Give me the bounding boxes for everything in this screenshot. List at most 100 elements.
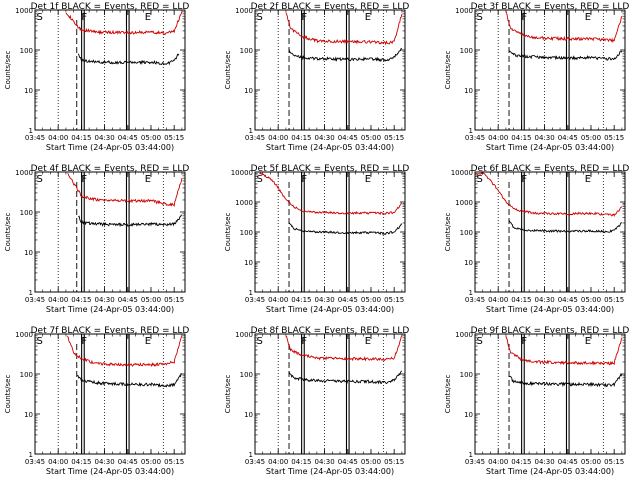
y-tick-label: 1: [249, 127, 253, 135]
marker-label: F: [521, 174, 527, 185]
marker-label: S: [477, 336, 483, 347]
x-tick-label: 03:45: [245, 296, 265, 304]
x-tick-label: 05:15: [164, 296, 184, 304]
marker-label: S: [477, 12, 483, 23]
y-tick-label: 1000: [235, 199, 253, 207]
x-tick-label: 05:00: [361, 458, 381, 466]
marker-label: F: [301, 336, 307, 347]
x-tick-label: 04:45: [118, 458, 138, 466]
x-axis-label: Start Time (24-Apr-05 03:44:00): [266, 305, 394, 314]
x-tick-label: 03:45: [245, 134, 265, 142]
chart-title: Det 9f BLACK = Events, RED = LLD: [471, 326, 630, 336]
y-tick-label: 1: [29, 451, 33, 459]
x-tick-label: 04:30: [94, 458, 114, 466]
y-tick-label: 10: [464, 87, 473, 95]
x-tick-label: 05:15: [164, 134, 184, 142]
marker-label: F: [521, 12, 527, 23]
y-tick-label: 10: [244, 87, 253, 95]
marker-label: F: [81, 12, 87, 23]
y-tick-label: 10000: [231, 169, 253, 177]
x-tick-label: 04:45: [338, 134, 358, 142]
marker-label: F: [301, 12, 307, 23]
x-tick-label: 04:30: [314, 458, 334, 466]
y-tick-label: 10: [24, 249, 33, 257]
lld-series-line: [65, 11, 183, 36]
lld-series-line: [285, 12, 403, 46]
x-tick-label: 04:15: [291, 134, 311, 142]
x-axis-label: Start Time (24-Apr-05 03:44:00): [266, 143, 394, 152]
events-series-line: [288, 370, 403, 385]
x-tick-label: 05:00: [581, 134, 601, 142]
y-axis-label: Counts/sec: [4, 375, 12, 414]
chart-panel: Det 4f BLACK = Events, RED = LLD Counts/s…: [4, 164, 189, 314]
x-tick-label: 04:00: [268, 296, 288, 304]
x-tick-label: 04:00: [48, 458, 68, 466]
chart-panel: Det 1f BLACK = Events, RED = LLD Counts/s…: [4, 2, 189, 152]
lld-series-line: [476, 171, 623, 217]
chart-title: Det 4f BLACK = Events, RED = LLD: [31, 164, 190, 174]
chart-title: Det 3f BLACK = Events, RED = LLD: [471, 2, 630, 12]
lld-series-line: [505, 10, 623, 44]
y-tick-label: 1000: [235, 331, 253, 339]
x-tick-label: 03:45: [25, 458, 45, 466]
marker-label: S: [257, 336, 263, 347]
lld-series-line: [259, 172, 403, 216]
x-axis-label: Start Time (24-Apr-05 03:44:00): [486, 305, 614, 314]
x-tick-label: 05:15: [604, 458, 624, 466]
y-tick-label: 1000: [235, 7, 253, 15]
plot-frame: [34, 333, 186, 455]
lld-series-line: [505, 335, 623, 366]
x-tick-label: 04:15: [291, 296, 311, 304]
x-tick-label: 05:15: [604, 296, 624, 304]
x-tick-label: 04:45: [558, 458, 578, 466]
lld-series-line: [67, 335, 183, 368]
y-axis-label: Counts/sec: [224, 51, 232, 90]
y-tick-label: 100: [240, 47, 253, 55]
marker-label: E: [585, 174, 591, 185]
x-tick-label: 04:30: [94, 134, 114, 142]
y-axis-label: Counts/sec: [224, 375, 232, 414]
y-tick-label: 10: [244, 411, 253, 419]
x-axis-label: Start Time (24-Apr-05 03:44:00): [266, 467, 394, 476]
y-axis-label: Counts/sec: [224, 213, 232, 252]
x-tick-label: 04:00: [488, 458, 508, 466]
x-tick-label: 05:15: [384, 458, 404, 466]
x-tick-label: 05:00: [361, 296, 381, 304]
x-tick-label: 04:45: [118, 134, 138, 142]
y-tick-label: 1000: [455, 331, 473, 339]
y-tick-label: 100: [240, 371, 253, 379]
x-tick-label: 03:45: [25, 296, 45, 304]
x-tick-label: 04:45: [118, 296, 138, 304]
y-tick-label: 10: [244, 259, 253, 267]
y-tick-label: 10: [464, 411, 473, 419]
marker-label: S: [257, 174, 263, 185]
marker-label: E: [145, 336, 151, 347]
y-tick-label: 100: [240, 229, 253, 237]
events-series-line: [76, 373, 183, 388]
x-tick-label: 05:00: [141, 296, 161, 304]
chart-title: Det 2f BLACK = Events, RED = LLD: [251, 2, 410, 12]
x-tick-label: 04:45: [338, 296, 358, 304]
chart-panel: Det 7f BLACK = Events, RED = LLD Counts/s…: [4, 326, 189, 476]
x-tick-label: 03:45: [25, 134, 45, 142]
chart-panel: Det 2f BLACK = Events, RED = LLD Counts/s…: [224, 2, 409, 152]
x-tick-label: 04:15: [71, 134, 91, 142]
marker-label: F: [521, 336, 527, 347]
x-tick-label: 04:30: [534, 458, 554, 466]
x-tick-label: 04:00: [488, 134, 508, 142]
x-tick-label: 04:45: [558, 296, 578, 304]
plot-frame: [254, 171, 406, 293]
y-axis-label: Counts/sec: [444, 51, 452, 90]
marker-label: S: [257, 12, 263, 23]
marker-label: F: [81, 336, 87, 347]
x-axis-label: Start Time (24-Apr-05 03:44:00): [486, 143, 614, 152]
marker-label: E: [145, 174, 151, 185]
x-tick-label: 04:45: [558, 134, 578, 142]
marker-label: E: [365, 336, 371, 347]
plot-frame: [474, 333, 626, 455]
y-axis-label: Counts/sec: [4, 213, 12, 252]
x-tick-label: 04:15: [511, 296, 531, 304]
x-tick-label: 05:15: [384, 134, 404, 142]
y-tick-label: 100: [20, 209, 33, 217]
marker-label: E: [365, 174, 371, 185]
